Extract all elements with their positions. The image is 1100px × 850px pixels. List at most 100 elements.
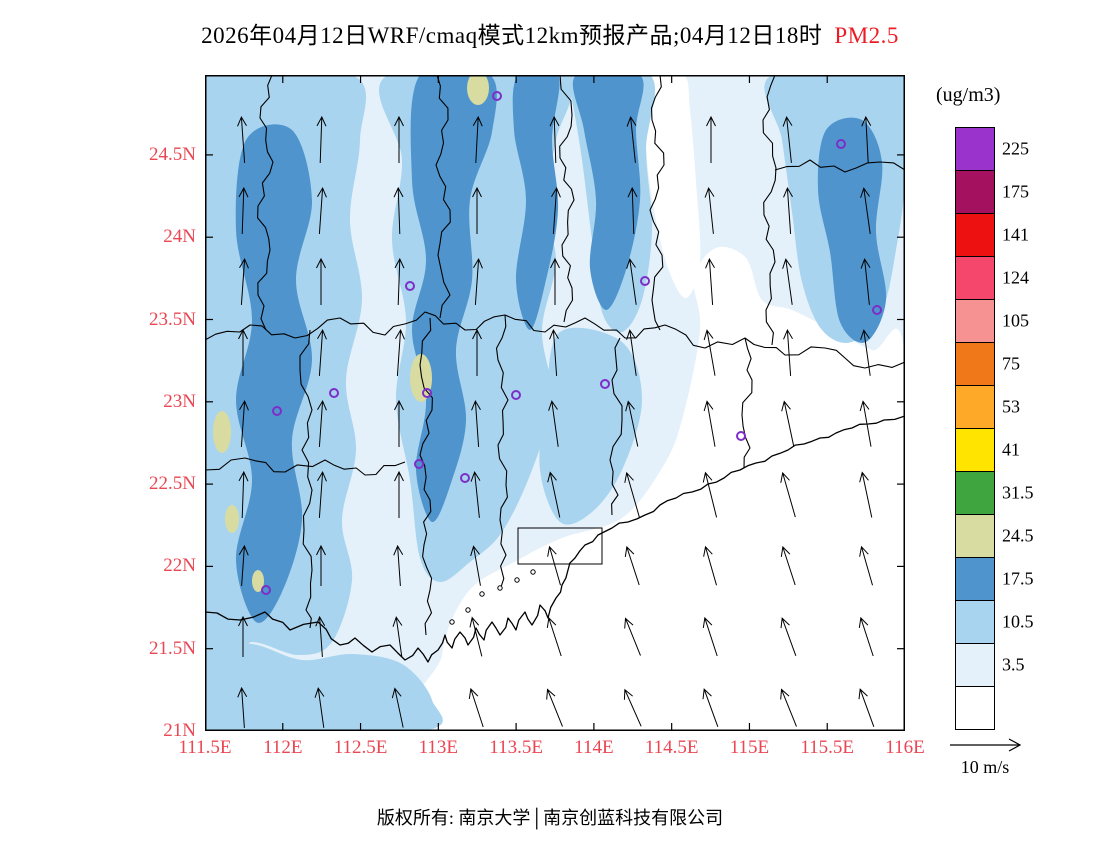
island (530, 569, 536, 575)
station-marker (329, 388, 339, 398)
pm25-contour-fill (817, 117, 887, 343)
wind-arrow (238, 544, 249, 586)
wind-arrow (781, 400, 795, 447)
wind-arrow (546, 616, 562, 657)
province-boundary (741, 337, 753, 469)
wind-arrow (549, 328, 559, 376)
wind-arrow (702, 688, 719, 727)
lat-tick-label: 24.5N (149, 143, 196, 165)
wind-arrow (859, 400, 872, 447)
colorbar-cell-label: 24.5 (1002, 525, 1034, 546)
pm25-contour-fill (235, 124, 313, 623)
province-boundary (774, 159, 905, 173)
lon-tick-label: 115.5E (800, 737, 855, 758)
wind-arrow (860, 258, 871, 305)
wind-arrow (239, 257, 249, 305)
province-boundary (495, 314, 509, 591)
wind-arrow (858, 616, 874, 657)
wind-arrow (547, 471, 561, 518)
colorbar-cell-label: 75 (1002, 353, 1020, 374)
province-boundary (205, 457, 406, 476)
lon-tick-label: 114E (574, 737, 614, 758)
wind-arrow (859, 471, 873, 518)
station-marker (405, 281, 415, 291)
pm25-contour-fill (213, 411, 231, 453)
colorbar-cell-label: 31.5 (1002, 482, 1034, 503)
province-boundary (559, 75, 575, 323)
colorbar-cell: 124 (955, 256, 1029, 300)
wind-arrow (469, 616, 483, 657)
wind-arrow (550, 257, 560, 305)
pm25-contour-fill (252, 570, 264, 592)
colorbar-cell: 24.5 (955, 514, 1034, 558)
title-main: 2026年04月12日WRF/cmaq模式12km预报产品;04月12日18时 (201, 23, 823, 48)
wind-arrow (391, 687, 404, 728)
wind-arrow (317, 186, 327, 234)
map-border (205, 75, 905, 731)
station-marker (836, 139, 846, 149)
wind-arrow (471, 399, 481, 447)
lat-tick-label: 21.5N (149, 637, 196, 659)
inset-box (517, 527, 603, 565)
wind-scale-label: 10 m/s (960, 757, 1010, 777)
station-marker (414, 459, 424, 469)
wind-arrow (547, 545, 561, 586)
wind-arrow (703, 545, 717, 586)
colorbar-cell-label: 225 (1002, 138, 1029, 159)
province-boundary (257, 75, 274, 331)
wind-arrow (860, 187, 871, 234)
province-boundary (205, 311, 905, 369)
station-marker (640, 276, 650, 286)
colorbar-cell: 31.5 (955, 471, 1034, 515)
wind-arrow (858, 688, 875, 727)
wind-arrow (472, 186, 482, 234)
colorbar-cell: 3.5 (955, 643, 1025, 687)
colorbar: 225 175 141 124 105 75 53 41 31.5 24.5 17.5 10.5 3.5 (955, 127, 1034, 730)
colorbar-cell: 53 (955, 385, 1020, 429)
wind-arrow (703, 329, 716, 376)
station-marker (872, 305, 882, 315)
colorbar-cell-label: 10.5 (1002, 611, 1034, 632)
colorbar-cell (955, 686, 995, 730)
colorbar-cell: 10.5 (955, 600, 1034, 644)
wind-arrow (238, 615, 248, 657)
colorbar-cell: 141 (955, 213, 1029, 257)
colorbar-cell-label: 53 (1002, 396, 1020, 417)
colorbar-cell: 17.5 (955, 557, 1034, 601)
lat-tick-label: 23.5N (149, 308, 196, 330)
station-marker (736, 431, 746, 441)
lon-tick-label: 112.5E (333, 737, 388, 758)
wind-arrow (470, 471, 481, 518)
pm25-contour-fill (412, 246, 905, 731)
title-species: PM2.5 (834, 23, 899, 48)
lat-tick-label: 22.5N (149, 473, 196, 495)
wind-arrow (702, 471, 718, 518)
wind-arrow (705, 257, 715, 305)
station-marker (600, 379, 610, 389)
wind-arrow (782, 116, 793, 163)
wind-arrow (392, 616, 403, 657)
wind-arrow (316, 115, 327, 164)
colorbar-cell-label: 3.5 (1002, 654, 1025, 675)
wind-arrow (627, 186, 638, 235)
wind-arrow (314, 687, 325, 728)
colorbar-cell-label: 124 (1002, 267, 1029, 288)
island (514, 577, 520, 583)
wind-arrow (238, 470, 249, 519)
page-title: 2026年04月12日WRF/cmaq模式12km预报产品;04月12日18时 P… (0, 16, 1100, 50)
lon-tick-label: 116E (885, 737, 925, 758)
island (465, 607, 471, 613)
wind-arrow (472, 115, 483, 163)
colorbar-cell-label: 105 (1002, 310, 1029, 331)
lon-tick-label: 112E (263, 737, 303, 758)
pm25-contour-fill (205, 639, 443, 731)
island (497, 585, 503, 591)
wind-arrow (702, 616, 718, 657)
wind-arrow (703, 400, 716, 447)
province-boundary (649, 75, 665, 331)
lat-tick-label: 21N (163, 720, 196, 741)
forecast-map (204, 75, 906, 732)
wind-arrow (316, 544, 326, 586)
wind-arrow (706, 115, 716, 163)
pm25-contour-fill (225, 505, 239, 533)
